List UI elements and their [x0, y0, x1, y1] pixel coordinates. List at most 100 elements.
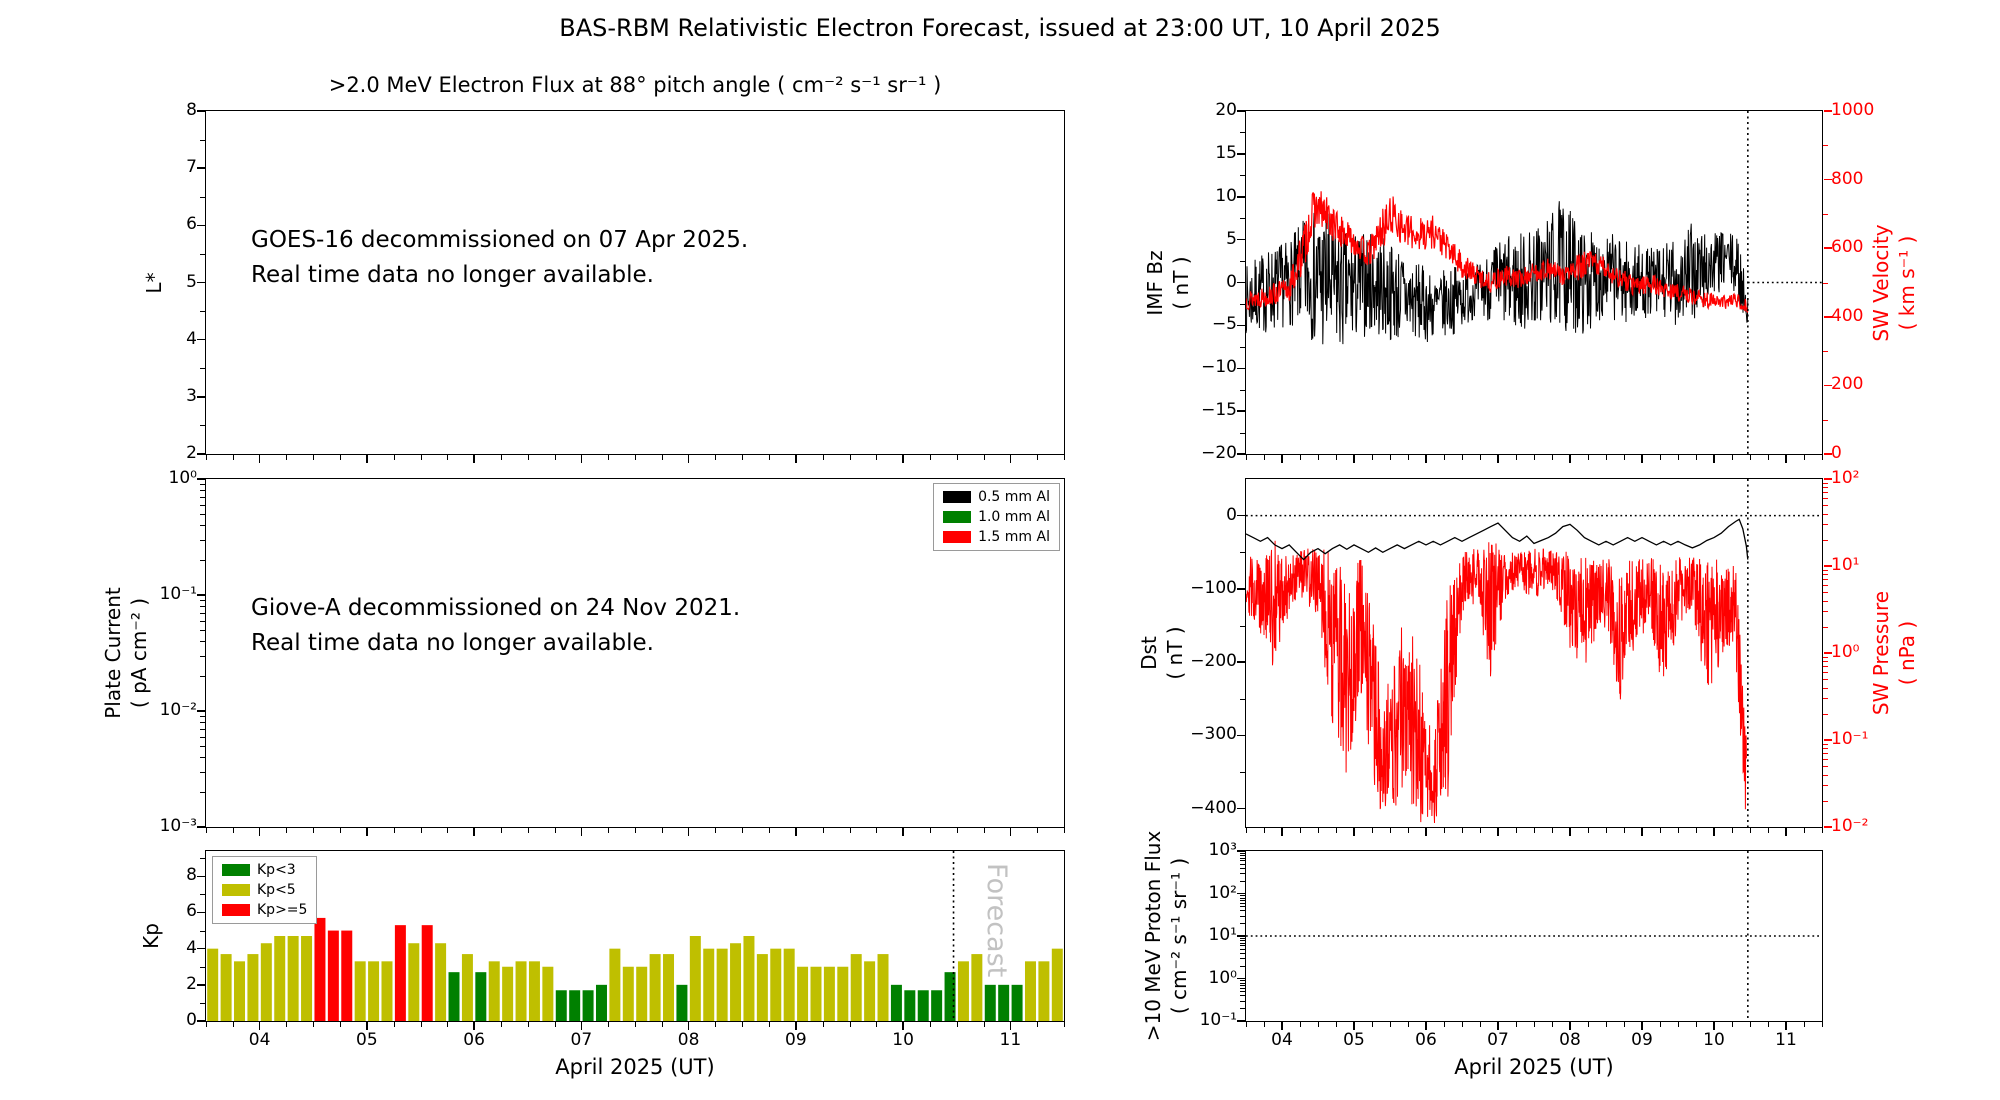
- x-minor-tick: [1264, 1022, 1265, 1027]
- kp-bar: [890, 984, 902, 1021]
- x-tick-mark: [1009, 828, 1012, 836]
- kp-bar: [435, 943, 447, 1021]
- x-tick-mark: [1009, 1022, 1012, 1030]
- y-minor-tick: [1823, 574, 1828, 576]
- y-tick-mark: [1236, 935, 1245, 937]
- y-minor-tick: [200, 745, 205, 747]
- x-minor-tick: [1552, 455, 1553, 460]
- y-minor-tick: [1823, 679, 1828, 681]
- kp-bar: [730, 943, 742, 1021]
- y-tick-mark: [196, 453, 205, 455]
- x-tick-label: 06: [463, 1030, 485, 1050]
- x-tick-label: 09: [785, 1030, 807, 1050]
- kp-bar: [515, 961, 527, 1021]
- goes-decommission-message: GOES-16 decommissioned on 07 Apr 2025. R…: [251, 223, 748, 292]
- y-minor-tick: [1240, 900, 1245, 902]
- y-tick-label: 15: [1215, 142, 1237, 163]
- kp-bar: [502, 966, 514, 1021]
- y-minor-tick: [200, 600, 205, 602]
- y-minor-tick: [200, 560, 205, 562]
- y-minor-tick: [1240, 942, 1245, 944]
- x-minor-tick: [1037, 828, 1039, 833]
- y-minor-tick: [1823, 713, 1828, 715]
- legend-swatch: [943, 491, 972, 503]
- y-minor-tick: [1240, 958, 1245, 960]
- x-minor-tick: [661, 455, 663, 460]
- y-tick-label: 800: [1831, 168, 1864, 189]
- y-tick-label: 600: [1831, 237, 1864, 258]
- x-minor-tick: [1804, 455, 1805, 460]
- kp-bar: [301, 936, 313, 1021]
- legend-label: Kp>=5: [257, 902, 308, 918]
- y-tick-mark-right: [1823, 453, 1832, 455]
- y-minor-tick: [1240, 625, 1245, 627]
- y-minor-tick: [1240, 991, 1245, 993]
- kp-bar: [877, 954, 889, 1021]
- x-minor-tick: [1804, 1022, 1805, 1027]
- y-minor-tick: [200, 606, 205, 608]
- x-minor-tick: [393, 455, 395, 460]
- x-minor-tick: [635, 828, 636, 833]
- x-tick-mark: [902, 455, 904, 463]
- legend: Kp<3 Kp<5 Kp>=5: [212, 856, 318, 924]
- y-tick-label: −200: [1190, 651, 1237, 672]
- ylabel-line: ( cm⁻² s⁻¹ sr⁻¹ ): [1167, 857, 1191, 1015]
- y-minor-tick: [200, 792, 205, 794]
- y-minor-tick: [200, 629, 205, 631]
- x-minor-tick: [822, 455, 824, 460]
- x-minor-tick: [1588, 455, 1589, 460]
- x-minor-tick: [1444, 455, 1445, 460]
- x-minor-tick: [876, 1022, 878, 1027]
- y-minor-tick: [1240, 945, 1245, 947]
- series-dst: [1246, 518, 1749, 561]
- kp-bar: [944, 972, 956, 1021]
- y-tick-mark-right: [1823, 826, 1832, 828]
- x-minor-tick: [635, 1022, 636, 1027]
- x-minor-tick: [769, 455, 771, 460]
- y-tick-mark-right: [1823, 739, 1832, 741]
- y-tick-mark: [1236, 110, 1245, 112]
- x-tick-label: 10: [892, 1030, 914, 1050]
- y-tick-mark: [196, 911, 205, 914]
- x-minor-tick: [500, 828, 502, 833]
- y-minor-tick: [1240, 910, 1245, 912]
- ylabel-line: Kp: [139, 923, 163, 949]
- y-minor-tick: [1823, 213, 1828, 215]
- x-tick-mark: [1009, 455, 1012, 463]
- y-tick-mark-right: [1823, 247, 1832, 249]
- x-tick-mark: [1569, 1022, 1571, 1030]
- y-minor-tick: [200, 966, 205, 968]
- y-tick-mark: [196, 710, 205, 712]
- kp-ylabel: Kp: [138, 923, 164, 949]
- x-minor-tick: [1696, 455, 1697, 460]
- dst-ylabel: Dst ( nT ): [1136, 626, 1188, 679]
- sw-pressure-ylabel: SW Pressure ( nPa ): [1868, 591, 1920, 715]
- y-tick-mark: [196, 984, 205, 986]
- kp-bar: [743, 936, 755, 1021]
- y-tick-mark: [196, 167, 205, 169]
- y-tick-mark-right: [1823, 110, 1832, 112]
- y-tick-label: −20: [1201, 443, 1237, 463]
- kp-bar: [287, 936, 299, 1021]
- y-minor-tick: [1823, 145, 1828, 147]
- y-tick-mark: [196, 478, 205, 480]
- kp-bar: [595, 984, 607, 1021]
- y-minor-tick: [200, 771, 205, 773]
- x-minor-tick: [1588, 1022, 1589, 1027]
- kp-bar: [797, 966, 809, 1021]
- legend-swatch: [943, 511, 972, 523]
- y-tick-label: 10⁰: [1208, 967, 1237, 988]
- x-tick-mark: [366, 455, 368, 463]
- x-minor-tick: [1552, 828, 1553, 833]
- y-tick-label: 10⁻²: [1831, 816, 1869, 836]
- y-minor-tick: [1240, 698, 1245, 700]
- kp-bar: [1038, 961, 1050, 1021]
- y-tick-mark: [1236, 153, 1245, 155]
- y-minor-tick: [200, 311, 205, 313]
- y-minor-tick: [200, 894, 205, 896]
- x-minor-tick: [822, 828, 824, 833]
- x-minor-tick: [849, 1022, 851, 1027]
- y-minor-tick: [200, 504, 205, 506]
- kp-bar: [234, 961, 246, 1021]
- x-minor-tick: [313, 1022, 315, 1027]
